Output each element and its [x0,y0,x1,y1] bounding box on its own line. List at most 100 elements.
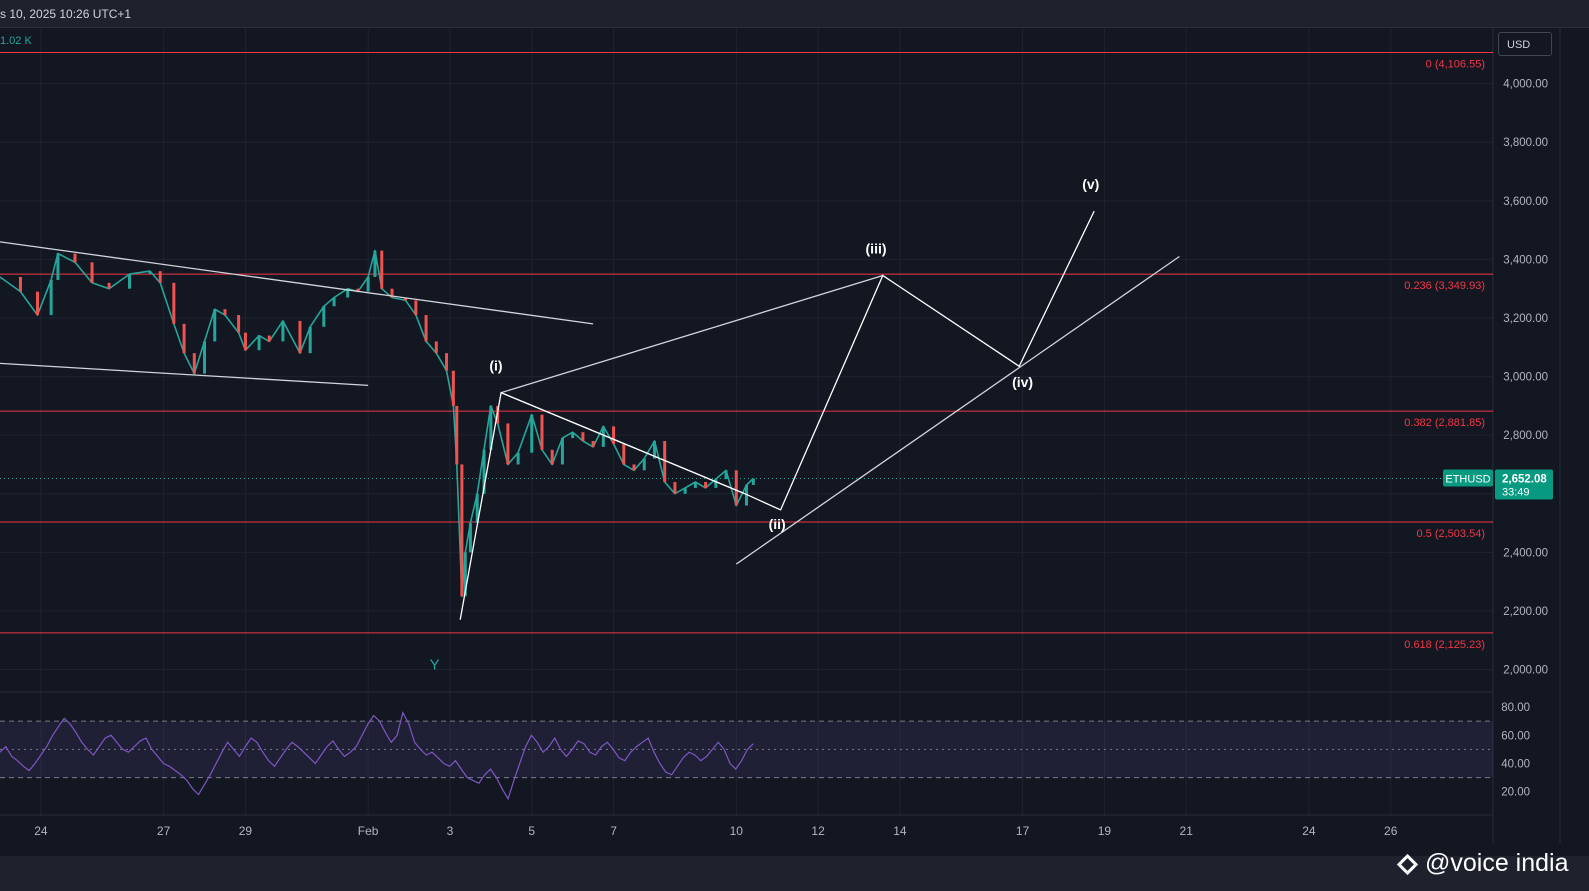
price-candle [281,320,285,342]
watermark-text: @voice india [1425,849,1569,877]
last-price-tag-bg [1495,469,1553,500]
price-candle [745,484,748,506]
price-candle [724,470,728,480]
symbol-tag: ETHUSD [1445,473,1490,485]
price-candle [463,552,467,597]
price-candle [322,306,326,327]
price-candle [581,432,585,442]
price-tick-label: 3,600.00 [1503,196,1548,208]
price-candle [424,315,428,342]
time-tick-label: 27 [157,824,171,838]
price-candle [203,341,207,374]
price-candle [489,405,493,450]
wave-label: (iii) [866,241,887,257]
price-candle [652,441,656,459]
time-tick-label: 7 [610,824,617,838]
price-candle [714,479,718,488]
price-tick-label: 2,000.00 [1503,664,1548,676]
price-candle [213,309,217,342]
time-tick-label: 12 [811,824,825,838]
wave-label: (iv) [1012,374,1033,390]
price-candle [550,449,554,465]
price-candle [192,353,196,374]
bottom-bar [0,856,1589,891]
price-candle [373,250,377,277]
annotation-label: Y [430,656,440,673]
fib-level-label: 0.382 (2,881.85) [1404,417,1485,429]
price-candle [308,326,312,354]
price-candle [107,282,111,289]
trendline [735,255,1180,565]
price-candle [90,262,94,283]
top-bar: s 10, 2025 10:26 UTC+1 [0,0,1589,28]
wave-label: (v) [1082,176,1099,192]
price-tick-label: 3,400.00 [1503,254,1548,266]
price-candle [128,274,132,289]
price-tick-label: 3,200.00 [1503,313,1548,325]
elliott-wave-path [459,210,1095,620]
rsi-line [0,711,754,801]
rsi-tick-label: 20.00 [1501,787,1530,799]
price-candle [73,253,77,263]
price-candle [49,279,53,316]
price-candle [56,253,60,280]
price-candle [243,332,247,351]
time-tick-label: 10 [730,824,744,838]
price-candle [591,441,595,447]
price-candle [663,441,667,483]
price-candle [356,288,360,292]
price-candle [404,297,408,301]
price-candle [693,482,697,488]
price-candle [460,464,464,597]
last-price-label: 2,652.08 [1502,473,1547,485]
rsi-tick-label: 40.00 [1501,758,1530,770]
price-candle [516,452,520,465]
price-candle [704,482,708,488]
rsi-band-fill [0,721,1493,778]
price-candle [612,426,616,444]
price-tick-label: 2,800.00 [1503,430,1548,442]
price-candle [673,482,677,494]
currency-button[interactable]: USD [1498,32,1552,56]
fib-level-label: 0 (4,106.55) [1426,58,1485,70]
price-candle [223,309,227,316]
symbol-tag-bg [1443,469,1493,487]
wave-label: (ii) [769,516,786,532]
price-candle [571,432,575,439]
price-candle [683,487,687,494]
binance-logo-icon [1396,853,1419,875]
rsi-tick-label: 60.00 [1501,730,1530,742]
price-candle [257,335,261,351]
price-candle [468,523,472,553]
price-candle [445,353,449,371]
time-tick-label: 21 [1180,824,1194,838]
price-candle [540,414,544,450]
price-candle [366,276,370,292]
time-tick-label: 3 [447,824,454,838]
price-candle [751,478,755,485]
time-tick-label: 5 [528,824,535,838]
time-tick-label: 26 [1384,824,1398,838]
price-candle [434,341,438,354]
price-candle [298,320,302,354]
price-candle [332,297,336,307]
price-candle [560,438,564,465]
trendline [500,274,884,394]
price-tick-label: 3,800.00 [1503,137,1548,149]
rsi-tick-label: 80.00 [1501,702,1530,714]
price-candle [734,470,738,506]
time-tick-label: 14 [893,824,907,838]
price-candle [182,323,186,354]
price-candle [18,276,22,292]
volume-label: 1.02 K [0,35,32,47]
chart-datetime: s 10, 2025 10:26 UTC+1 [0,7,132,21]
price-candle [530,414,534,453]
fib-level-label: 0.618 (2,125.23) [1404,639,1485,651]
price-candle [158,271,162,283]
time-tick-label: 29 [239,824,253,838]
fib-level-label: 0.5 (2,503.54) [1417,528,1486,540]
price-candle [632,464,636,471]
bar-countdown: 33:49 [1502,486,1530,498]
time-tick-label: 17 [1016,824,1030,838]
